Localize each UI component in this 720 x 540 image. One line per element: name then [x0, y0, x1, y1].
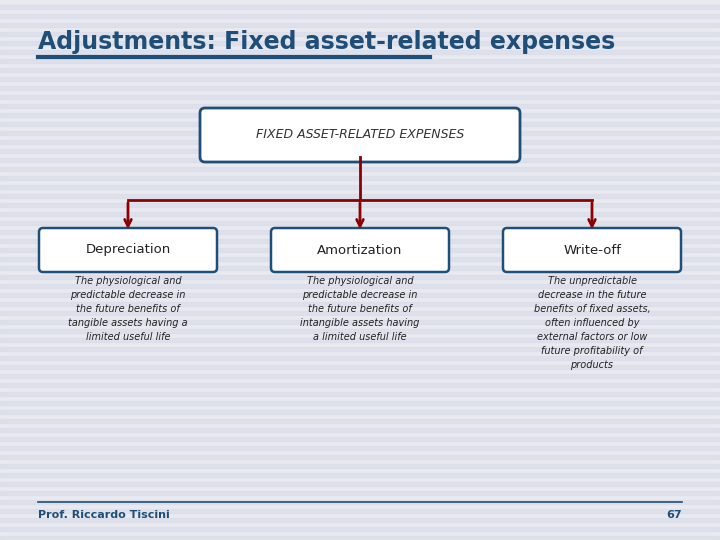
- Bar: [0, 526, 720, 531]
- Bar: [0, 463, 720, 468]
- Bar: [0, 239, 720, 243]
- Bar: [0, 50, 720, 54]
- Bar: [0, 392, 720, 396]
- Bar: [0, 31, 720, 36]
- FancyBboxPatch shape: [39, 228, 217, 272]
- Bar: [0, 185, 720, 189]
- Text: The physiological and
predictable decrease in
the future benefits of
intangible : The physiological and predictable decrea…: [300, 276, 420, 342]
- Bar: [0, 23, 720, 27]
- Bar: [0, 85, 720, 90]
- Bar: [0, 139, 720, 144]
- Bar: [0, 40, 720, 45]
- Bar: [0, 310, 720, 315]
- Bar: [0, 148, 720, 153]
- Bar: [0, 355, 720, 360]
- Bar: [0, 436, 720, 441]
- Bar: [0, 536, 720, 540]
- Bar: [0, 418, 720, 423]
- Text: Write-off: Write-off: [563, 244, 621, 256]
- Bar: [0, 266, 720, 270]
- Text: The physiological and
predictable decrease in
the future benefits of
tangible as: The physiological and predictable decrea…: [68, 276, 188, 342]
- Text: Adjustments: Fixed asset-related expenses: Adjustments: Fixed asset-related expense…: [38, 30, 616, 54]
- Bar: [0, 4, 720, 9]
- Bar: [0, 14, 720, 18]
- Bar: [0, 455, 720, 459]
- Bar: [0, 472, 720, 477]
- Bar: [0, 338, 720, 342]
- Text: FIXED ASSET-RELATED EXPENSES: FIXED ASSET-RELATED EXPENSES: [256, 129, 464, 141]
- Bar: [0, 176, 720, 180]
- Bar: [0, 158, 720, 162]
- Bar: [0, 482, 720, 486]
- Text: 67: 67: [667, 510, 682, 520]
- Bar: [0, 284, 720, 288]
- Bar: [0, 320, 720, 324]
- Bar: [0, 301, 720, 306]
- Bar: [0, 347, 720, 351]
- Bar: [0, 509, 720, 513]
- Bar: [0, 112, 720, 117]
- Bar: [0, 131, 720, 135]
- Text: Amortization: Amortization: [318, 244, 402, 256]
- Bar: [0, 58, 720, 63]
- FancyBboxPatch shape: [271, 228, 449, 272]
- Bar: [0, 68, 720, 72]
- Text: Depreciation: Depreciation: [86, 244, 171, 256]
- Bar: [0, 104, 720, 108]
- Bar: [0, 401, 720, 405]
- Text: The unpredictable
decrease in the future
benefits of fixed assets,
often influen: The unpredictable decrease in the future…: [534, 276, 650, 370]
- Bar: [0, 94, 720, 99]
- Bar: [0, 364, 720, 369]
- Bar: [0, 193, 720, 198]
- Bar: [0, 220, 720, 225]
- Bar: [0, 382, 720, 387]
- Bar: [0, 202, 720, 207]
- FancyBboxPatch shape: [200, 108, 520, 162]
- Bar: [0, 517, 720, 522]
- Bar: [0, 446, 720, 450]
- FancyBboxPatch shape: [503, 228, 681, 272]
- Bar: [0, 230, 720, 234]
- Text: Prof. Riccardo Tiscini: Prof. Riccardo Tiscini: [38, 510, 170, 520]
- Bar: [0, 256, 720, 261]
- Bar: [0, 428, 720, 432]
- Bar: [0, 122, 720, 126]
- Bar: [0, 293, 720, 297]
- Bar: [0, 328, 720, 333]
- Bar: [0, 212, 720, 216]
- Bar: [0, 274, 720, 279]
- Bar: [0, 490, 720, 495]
- Bar: [0, 374, 720, 378]
- Bar: [0, 500, 720, 504]
- Bar: [0, 166, 720, 171]
- Bar: [0, 77, 720, 81]
- Bar: [0, 247, 720, 252]
- Bar: [0, 409, 720, 414]
